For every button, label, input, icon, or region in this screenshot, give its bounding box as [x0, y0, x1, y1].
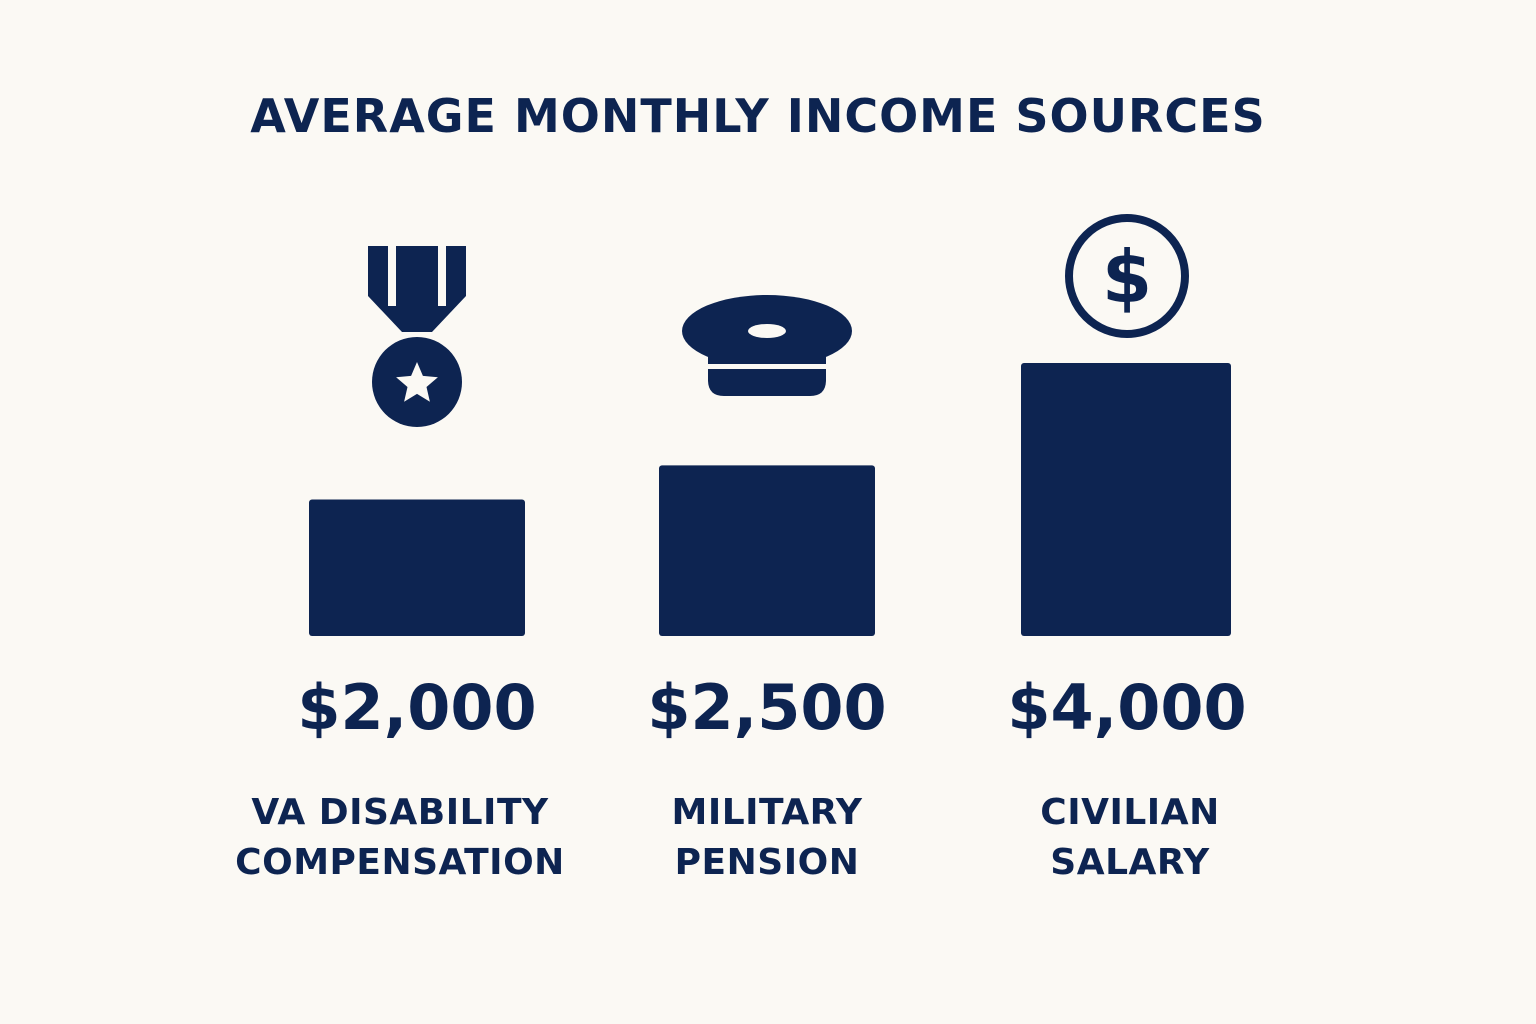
bars-group — [309, 363, 1231, 636]
dollar-coin-icon: $ — [1065, 214, 1189, 338]
medal-icon — [368, 246, 466, 427]
category-label-civilian-salary: CIVILIAN SALARY — [1040, 792, 1220, 883]
category-label-military-pension: MILITARY PENSION — [671, 792, 863, 883]
svg-text:$: $ — [1102, 235, 1152, 319]
category-label-va-disability: VA DISABILITY COMPENSATION — [235, 792, 565, 883]
value-label-military-pension: $2,500 — [647, 671, 887, 744]
chart-title: AVERAGE MONTHLY INCOME SOURCES — [250, 89, 1266, 143]
bar-civilian-salary — [1021, 363, 1231, 636]
value-label-va-disability: $2,000 — [297, 671, 537, 744]
bar-va-disability — [309, 499, 525, 636]
military-cap-icon — [682, 295, 852, 396]
value-label-civilian-salary: $4,000 — [1007, 671, 1247, 744]
bar-military-pension — [659, 465, 875, 636]
